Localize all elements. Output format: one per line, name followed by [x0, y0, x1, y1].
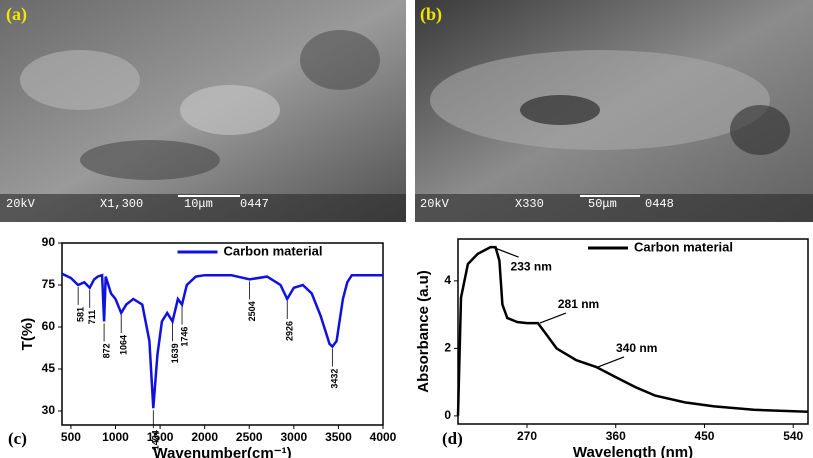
x-tick-label: 3000 — [280, 430, 307, 444]
x-axis-label: Wavelength (nm) — [573, 444, 693, 458]
x-tick-label: 2500 — [236, 430, 263, 444]
x-tick-label: 270 — [517, 429, 537, 443]
x-tick-label: 450 — [694, 429, 714, 443]
annotation-label: 281 nm — [558, 297, 599, 311]
peak-label: 3432 — [330, 369, 340, 389]
peak-label: 2926 — [285, 321, 295, 341]
y-tick-label: 45 — [42, 361, 56, 375]
sem-magnification: X330 — [515, 197, 544, 211]
y-tick-label: 4 — [444, 273, 451, 287]
sem-id: 0447 — [240, 197, 269, 211]
x-tick-label: 3500 — [325, 430, 352, 444]
peak-label: 1424 — [151, 430, 161, 450]
series-line — [456, 245, 809, 416]
panel-label: (a) — [6, 4, 27, 25]
sem-scale: 10μm — [184, 197, 213, 211]
panel-label: (d) — [442, 429, 463, 448]
sem-voltage: 20kV — [420, 197, 450, 211]
plot-frame — [61, 242, 384, 426]
sem-id: 0448 — [645, 197, 674, 211]
annotation-arrow — [492, 246, 519, 258]
x-tick-label: 500 — [61, 430, 81, 444]
y-axis-label: Absorbance (a.u) — [415, 270, 432, 393]
annotation-label: 340 nm — [616, 341, 657, 355]
x-tick-label: 540 — [783, 429, 803, 443]
x-tick-label: 1000 — [102, 430, 129, 444]
peak-label: 2504 — [247, 301, 257, 321]
peak-label: 1064 — [119, 335, 129, 355]
peak-label: 711 — [87, 310, 97, 325]
peak-label: 1639 — [170, 343, 180, 363]
sem-magnification: X1,300 — [100, 197, 143, 211]
sem-image-a: (a) 20kV X1,300 10μm 0447 — [0, 0, 406, 222]
sem-image-b: (b) 20kV X330 50μm 0448 — [415, 0, 813, 222]
annotation-label: 233 nm — [511, 259, 552, 273]
y-axis-label: T(%) — [19, 318, 36, 351]
y-tick-label: 60 — [42, 319, 56, 333]
annotation-arrow — [597, 356, 625, 368]
panel-label: (b) — [420, 4, 442, 25]
x-tick-label: 2000 — [191, 430, 218, 444]
y-tick-label: 30 — [42, 403, 56, 417]
peak-label: 1746 — [179, 327, 189, 347]
sem-voltage: 20kV — [6, 197, 36, 211]
legend-label: Carbon material — [634, 239, 733, 254]
y-tick-label: 0 — [444, 408, 451, 422]
legend-label: Carbon material — [224, 243, 323, 258]
x-axis-label: Wavenumber(cm⁻¹) — [153, 445, 291, 458]
sem-scale: 50μm — [588, 197, 617, 211]
peak-label: 581 — [76, 307, 86, 322]
x-tick-label: 360 — [606, 429, 626, 443]
x-tick-label: 1500 — [147, 430, 174, 444]
y-tick-label: 2 — [444, 341, 451, 355]
plot-frame — [457, 238, 809, 425]
peak-label: 872 — [101, 343, 111, 358]
x-tick-label: 4000 — [370, 430, 397, 444]
y-tick-label: 90 — [42, 235, 56, 249]
annotation-arrow — [539, 312, 567, 324]
panel-label: (c) — [8, 429, 27, 448]
series-line — [61, 272, 383, 409]
y-tick-label: 75 — [42, 277, 56, 291]
